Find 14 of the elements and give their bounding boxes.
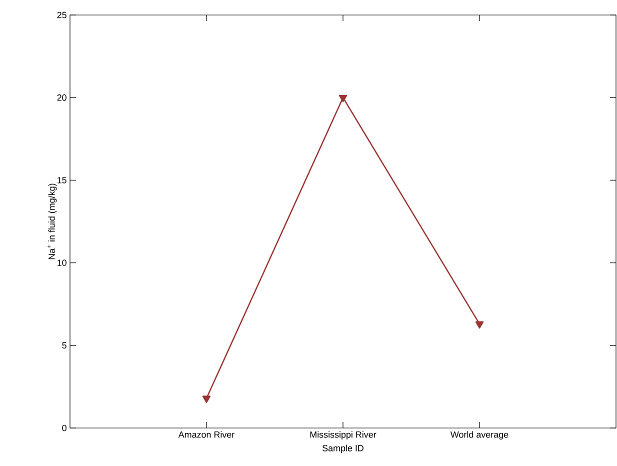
point <box>338 94 348 102</box>
y-tick-label: 15 <box>58 177 66 184</box>
x-tick-label: World average <box>450 431 508 440</box>
x-tick-label: Amazon River <box>178 431 234 438</box>
y-tick-label: 0 <box>62 424 66 432</box>
point <box>475 321 484 329</box>
y-tick-label: 10 <box>58 260 66 266</box>
y-tick-label: 5 <box>62 342 66 349</box>
x-axis-title: Sample ID <box>322 444 364 454</box>
y-tick-label: 20 <box>57 94 66 101</box>
y-tick-label: 25 <box>57 12 66 18</box>
point <box>202 396 211 403</box>
x-tick-label: Mississippi River <box>310 431 376 440</box>
y-axis-title: Na$^{+}$ in fluid (mg/kg) <box>48 184 57 260</box>
